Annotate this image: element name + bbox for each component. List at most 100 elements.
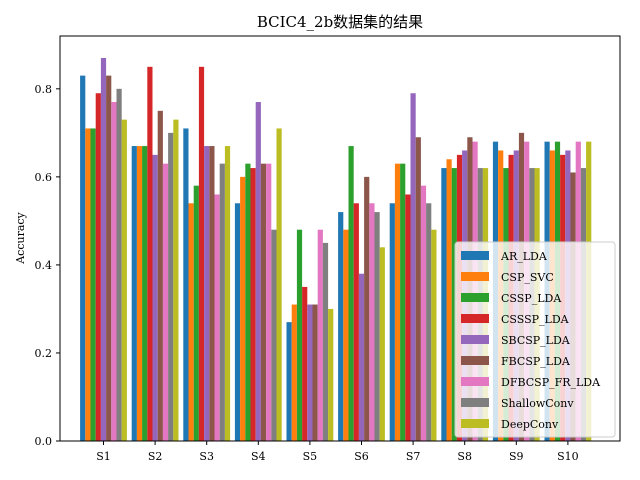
bar-cssp-lda-s3 <box>193 185 199 441</box>
bar-csssp-lda-s2 <box>147 66 153 441</box>
bar-fbcsp-lda-s4 <box>260 163 267 441</box>
bar-cssp-lda-s7 <box>400 163 406 441</box>
bar-shallowconv-s7 <box>426 203 432 441</box>
bar-sbcsp-lda-s4 <box>255 102 261 441</box>
bar-csssp-lda-s5 <box>302 286 308 441</box>
legend-swatch <box>461 377 489 386</box>
bar-cssp-lda-s1 <box>90 128 96 441</box>
x-tick-label: S4 <box>251 450 266 463</box>
legend-swatch <box>461 251 489 260</box>
bar-sbcsp-lda-s7 <box>410 93 416 441</box>
bar-deepconv-s7 <box>431 229 437 441</box>
legend-swatch <box>461 398 489 407</box>
x-tick-label: S6 <box>354 450 369 463</box>
bar-dfbcsp-fr-lda-s6 <box>369 203 375 441</box>
y-axis-label: Accuracy <box>14 211 27 264</box>
bar-csp-svc-s3 <box>188 203 194 441</box>
legend-label: DFBCSP_FR_LDA <box>501 376 601 389</box>
bar-ar-lda-s2 <box>131 146 137 442</box>
legend-label: DeepConv <box>501 418 559 431</box>
legend-swatch <box>461 335 489 344</box>
legend-box <box>454 241 616 438</box>
x-tick-label: S7 <box>406 450 421 463</box>
bar-deepconv-s4 <box>276 128 282 441</box>
bar-deepconv-s6 <box>379 247 385 441</box>
bar-sbcsp-lda-s6 <box>358 273 365 441</box>
chart-title: BCIC4_2b数据集的结果 <box>257 13 423 31</box>
bar-deepconv-s3 <box>224 146 231 442</box>
bar-sbcsp-lda-s1 <box>100 58 107 441</box>
bar-fbcsp-lda-s7 <box>415 137 421 441</box>
bar-fbcsp-lda-s5 <box>312 304 318 441</box>
bar-ar-lda-s7 <box>389 203 395 441</box>
bar-dfbcsp-fr-lda-s7 <box>420 185 427 441</box>
bar-ar-lda-s5 <box>286 322 292 441</box>
legend-swatch <box>461 314 489 323</box>
bar-ar-lda-s1 <box>80 75 86 442</box>
bar-csp-svc-s5 <box>291 304 297 441</box>
x-tick-label: S2 <box>148 450 163 463</box>
legend-swatch <box>461 356 489 365</box>
bar-deepconv-s1 <box>121 119 127 441</box>
legend-label: SBCSP_LDA <box>501 334 571 347</box>
legend-label: ShallowConv <box>501 397 574 410</box>
bar-sbcsp-lda-s3 <box>204 146 210 442</box>
legend-label: CSSSP_LDA <box>501 313 570 326</box>
x-tick-label: S8 <box>457 450 472 463</box>
legend-label: AR_LDA <box>500 250 548 263</box>
bar-csp-svc-s1 <box>85 128 91 441</box>
bar-dfbcsp-fr-lda-s2 <box>162 163 169 441</box>
bar-csssp-lda-s1 <box>95 93 101 441</box>
legend-label: FBCSP_LDA <box>501 355 571 368</box>
bar-csp-svc-s4 <box>240 176 246 441</box>
y-tick-label: 0.4 <box>35 259 53 272</box>
bar-csp-svc-s8 <box>446 159 452 441</box>
bar-sbcsp-lda-s2 <box>152 154 158 442</box>
bar-dfbcsp-fr-lda-s1 <box>111 102 117 441</box>
bar-cssp-lda-s4 <box>245 163 251 441</box>
bar-dfbcsp-fr-lda-s5 <box>317 229 323 441</box>
bar-ar-lda-s4 <box>234 203 241 441</box>
bar-fbcsp-lda-s1 <box>106 75 112 442</box>
bar-cssp-lda-s2 <box>142 146 148 442</box>
bar-csp-svc-s7 <box>394 163 401 441</box>
bar-deepconv-s2 <box>173 119 179 441</box>
legend: AR_LDA CSP_SVC CSSP_LDA CSSSP_LDA SBCSP_LDA F… <box>454 241 616 438</box>
bar-csssp-lda-s3 <box>198 66 205 441</box>
y-tick-label: 0.2 <box>35 347 53 360</box>
bar-sbcsp-lda-s5 <box>307 304 313 441</box>
bar-csssp-lda-s6 <box>353 203 359 441</box>
bar-fbcsp-lda-s2 <box>157 110 163 441</box>
bar-csssp-lda-s7 <box>405 194 411 441</box>
legend-swatch <box>461 419 489 428</box>
y-tick-label: 0.6 <box>35 171 53 184</box>
bar-fbcsp-lda-s3 <box>209 146 215 442</box>
legend-swatch <box>461 293 489 302</box>
bar-csssp-lda-s4 <box>250 168 256 441</box>
x-tick-label: S1 <box>96 450 111 463</box>
bar-ar-lda-s3 <box>183 128 189 441</box>
bar-fbcsp-lda-s6 <box>364 176 370 441</box>
legend-label: CSSP_LDA <box>501 292 562 305</box>
bar-shallowconv-s6 <box>374 212 380 441</box>
x-tick-label: S10 <box>557 450 579 463</box>
bar-deepconv-s5 <box>328 308 334 441</box>
x-tick-label: S3 <box>199 450 214 463</box>
bar-dfbcsp-fr-lda-s4 <box>266 163 272 441</box>
bar-shallowconv-s1 <box>116 88 122 441</box>
y-tick-label: 0.0 <box>35 435 53 448</box>
bar-shallowconv-s4 <box>271 229 277 441</box>
bar-cssp-lda-s5 <box>296 229 303 441</box>
bar-shallowconv-s3 <box>219 163 225 441</box>
bar-cssp-lda-s8 <box>451 168 457 441</box>
bar-shallowconv-s2 <box>168 132 174 441</box>
legend-label: CSP_SVC <box>501 271 554 284</box>
bar-csp-svc-s2 <box>136 146 143 442</box>
legend-swatch <box>461 272 489 281</box>
y-tick-label: 0.8 <box>35 83 53 96</box>
x-tick-label: S5 <box>303 450 318 463</box>
x-tick-label: S9 <box>509 450 524 463</box>
bar-cssp-lda-s6 <box>348 146 354 442</box>
bar-ar-lda-s6 <box>338 212 344 441</box>
